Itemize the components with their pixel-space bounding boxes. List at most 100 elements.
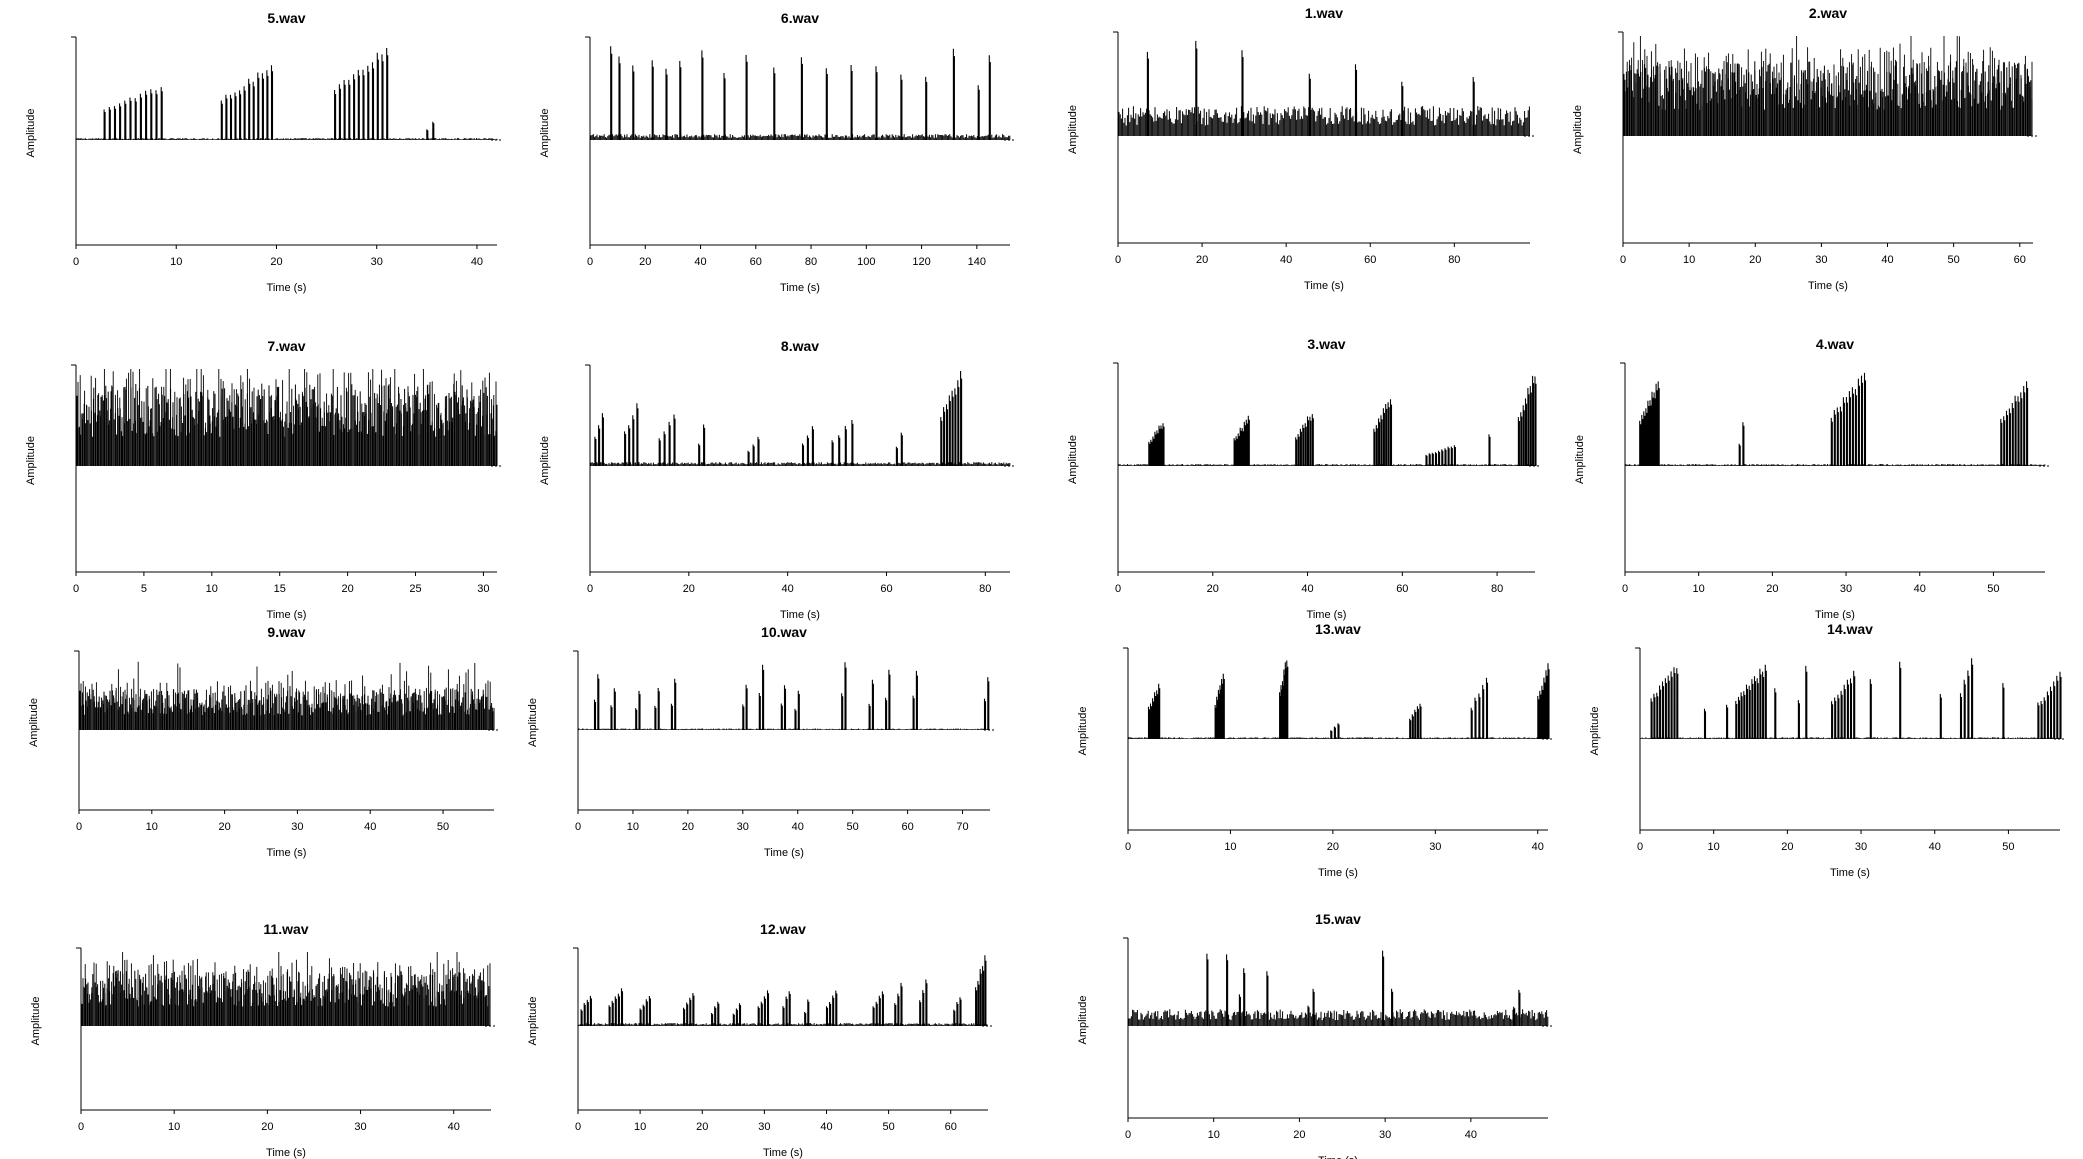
x-tick-label: 80: [979, 583, 991, 595]
x-axis-label: Time (s): [1830, 867, 1870, 879]
waveform-burst: [593, 674, 600, 730]
y-axis-label: Amplitude: [1574, 435, 1586, 484]
waveform-burst: [1409, 703, 1422, 739]
waveform-burst: [610, 46, 613, 140]
y-axis-label: Amplitude: [1067, 435, 1079, 484]
waveform-burst: [747, 436, 760, 466]
x-tick-label: 20: [1766, 583, 1778, 595]
waveform-spikes: [82, 952, 491, 1026]
panel-title: 6.wav: [781, 10, 819, 26]
x-axis-label: Time (s): [1307, 609, 1347, 621]
waveform-burst: [1735, 664, 1767, 739]
x-tick-label: 40: [471, 256, 483, 268]
y-axis-label: Amplitude: [1589, 707, 1601, 756]
waveform-burst: [900, 74, 903, 140]
waveform-series: [1118, 40, 1534, 137]
waveform-burst: [1266, 971, 1269, 1026]
x-tick-label: 0: [76, 821, 82, 833]
x-tick-label: 10: [1224, 841, 1236, 853]
waveform-burst: [1831, 670, 1856, 739]
x-tick-label: 0: [1115, 254, 1121, 266]
waveform-burst: [1650, 667, 1679, 739]
waveform-burst: [1472, 77, 1475, 136]
panel-title: 12.wav: [760, 921, 806, 937]
waveform-burst: [1195, 40, 1198, 136]
panel-title: 4.wav: [1816, 336, 1854, 352]
waveform-burst: [742, 684, 748, 730]
waveform-burst: [618, 56, 621, 140]
x-tick-label: 10: [627, 821, 639, 833]
waveform-burst: [1517, 375, 1537, 466]
x-tick-label: 20: [1293, 1129, 1305, 1141]
x-tick-label: 10: [170, 256, 182, 268]
waveform-series: [578, 955, 992, 1027]
waveform-burst: [1146, 51, 1149, 136]
waveform-burst: [780, 685, 787, 730]
x-tick-label: 10: [634, 1121, 646, 1133]
panel-title: 13.wav: [1315, 621, 1361, 637]
waveform-burst: [912, 670, 918, 730]
x-tick-label: 40: [820, 1121, 832, 1133]
x-tick-label: 30: [1815, 254, 1827, 266]
x-tick-label: 40: [448, 1121, 460, 1133]
waveform-burst: [639, 996, 651, 1026]
waveform-series: [79, 661, 498, 731]
waveform-burst: [1703, 708, 1707, 739]
waveform-burst: [683, 993, 695, 1026]
waveform-burst: [658, 414, 676, 466]
x-tick-label: 60: [1364, 254, 1376, 266]
x-tick-label: 40: [1532, 841, 1544, 853]
x-tick-label: 60: [945, 1121, 957, 1133]
x-axis-label: Time (s): [267, 847, 307, 859]
y-axis-label: Amplitude: [1067, 105, 1079, 154]
waveform-burst: [952, 48, 955, 140]
x-tick-label: 10: [1708, 841, 1720, 853]
x-tick-label: 60: [2014, 254, 2026, 266]
waveform-burst: [1726, 704, 1729, 739]
waveform-burst: [841, 662, 847, 730]
panel-7-wav: 7.wav 0 5 10 15 20 25 30 Time (s) Amplitude: [25, 338, 501, 621]
waveform-burst: [608, 988, 624, 1026]
x-tick-label: 10: [146, 821, 158, 833]
waveform-burst: [2000, 381, 2029, 466]
x-tick-label: 20: [682, 821, 694, 833]
waveform-spikes: [80, 661, 493, 730]
x-tick-label: 0: [587, 256, 593, 268]
waveform-burst: [801, 426, 814, 466]
x-tick-label: 50: [882, 1121, 894, 1133]
panel-title: 10.wav: [761, 624, 807, 640]
waveform-burst: [757, 990, 770, 1026]
waveform-noise: [79, 688, 495, 730]
x-tick-label: 40: [1929, 841, 1941, 853]
waveform-burst: [1959, 658, 1974, 739]
y-axis-label: Amplitude: [28, 698, 40, 747]
x-axis-label: Time (s): [1815, 609, 1855, 621]
waveform-burst: [1774, 688, 1777, 739]
x-tick-label: 20: [1781, 841, 1793, 853]
waveform-burst: [773, 67, 776, 140]
waveform-burst: [1147, 683, 1161, 739]
x-tick-label: 60: [1396, 583, 1408, 595]
waveform-burst: [1401, 81, 1404, 136]
waveform-series: [1128, 950, 1552, 1027]
waveform-burst: [654, 688, 660, 730]
waveform-burst: [2002, 683, 2005, 739]
waveform-burst: [1330, 723, 1340, 739]
x-tick-label: 30: [354, 1121, 366, 1133]
x-tick-label: 30: [1379, 1129, 1391, 1141]
x-tick-label: 20: [261, 1121, 273, 1133]
x-tick-label: 10: [1683, 254, 1695, 266]
waveform-burst: [1425, 445, 1456, 466]
waveform-burst: [1214, 673, 1225, 739]
x-tick-label: 0: [73, 583, 79, 595]
y-axis-label: Amplitude: [527, 698, 539, 747]
panel-13-wav: 13.wav 0 10 20 30 40 Time (s) Amplitude: [1077, 621, 1552, 879]
waveform-burst: [1639, 381, 1660, 466]
y-axis-label: Amplitude: [539, 109, 551, 158]
x-axis-label: Time (s): [763, 1147, 803, 1159]
x-tick-label: 20: [639, 256, 651, 268]
waveform-burst: [624, 403, 639, 466]
x-tick-label: 30: [758, 1121, 770, 1133]
panel-8-wav: 8.wav 0 20 40 60 80 Time (s) Amplitude: [539, 338, 1014, 621]
x-tick-label: 20: [1327, 841, 1339, 853]
